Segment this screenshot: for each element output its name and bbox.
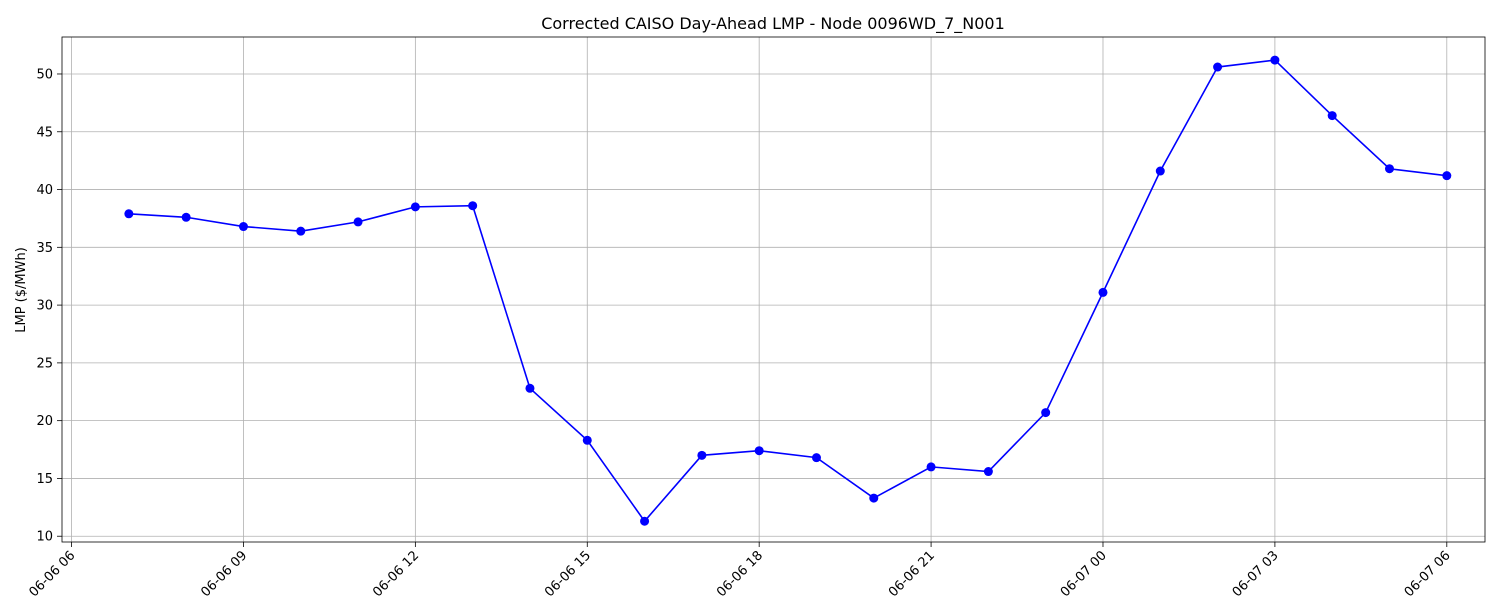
data-point [1098,287,1108,297]
data-point [124,209,134,219]
x-tick-label: 06-06 09 [198,548,250,600]
data-point [926,462,936,472]
x-tick-label: 06-06 18 [714,548,766,600]
y-tick-label: 25 [36,356,53,371]
y-tick-label: 40 [36,183,53,198]
plot-frame [61,36,1486,543]
data-point [410,202,420,212]
y-tick-label: 10 [36,530,53,545]
chart-title: Corrected CAISO Day-Ahead LMP - Node 009… [541,14,1005,34]
data-point [811,453,821,463]
data-point [181,212,191,222]
x-tick-label: 06-06 06 [26,548,78,600]
data-point [296,226,306,236]
x-tick-label: 06-06 12 [370,548,422,600]
data-point [238,222,248,232]
data-point [1442,171,1452,181]
y-tick-label: 30 [36,299,53,314]
x-tick-label: 06-07 06 [1402,548,1454,600]
x-tick-label: 06-06 21 [886,548,938,600]
data-point [1041,408,1051,418]
data-point [1270,55,1280,65]
data-point [640,516,650,526]
grid-lines [62,37,1485,542]
data-point [754,446,764,456]
data-point [983,467,993,477]
y-tick-label: 20 [36,414,53,429]
x-tick-label: 06-07 03 [1230,548,1282,600]
x-tick-label: 06-06 15 [542,548,594,600]
y-tick-label: 35 [36,241,53,256]
y-tick-label: 50 [36,67,53,82]
tick-labels: 06-06 06 06-06 09 06-06 12 06-06 15 06-06 18… [26,67,1453,600]
series-line [128,59,1447,523]
y-tick-label: 45 [36,125,53,140]
y-tick-label: 15 [36,472,53,487]
data-point [1155,166,1165,176]
data-point [468,201,478,211]
data-point [582,435,592,445]
series-layer [124,55,1452,526]
x-tick-label: 06-07 00 [1058,548,1110,600]
data-point [697,450,707,460]
data-point [525,383,535,393]
data-point [1327,111,1337,121]
data-point [353,217,363,227]
data-point [1213,62,1223,72]
y-axis-label: LMP ($/MWh) [14,247,29,333]
axes [57,36,1486,547]
data-point [869,493,879,503]
data-point [1384,164,1394,174]
